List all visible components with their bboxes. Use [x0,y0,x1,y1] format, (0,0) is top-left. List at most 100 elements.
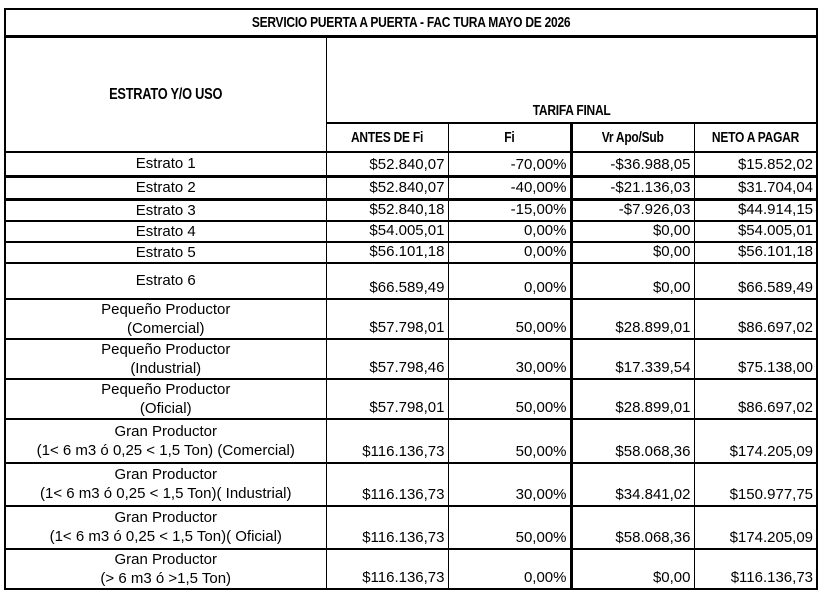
column-header-vr-apo-sub: Vr Apo/Sub [569,122,695,153]
row-label: Estrato 4 [4,219,327,243]
fi-value: 50,00% [447,504,572,550]
fi-value: -40,00% [447,175,572,201]
table-row: Gran Productor (1< 6 m3 ó 0,25 < 1,5 Ton)… [4,504,818,550]
row-label-line2: (1< 6 m3 ó 0,25 < 1,5 Ton) (Comercial) [36,441,295,459]
page-title-text: SERVICIO PUERTA A PUERTA - FAC TURA MAYO… [251,14,571,31]
neto-a-pagar-value: $31.704,04 [693,175,818,201]
page-title: SERVICIO PUERTA A PUERTA - FAC TURA MAYO… [4,8,818,38]
table-row: Estrato 5 $56.101,18 0,00% $0,00 $56.101… [4,240,818,264]
neto-a-pagar-value: $56.101,18 [693,240,818,264]
table-row: Estrato 6 $66.589,49 0,00% $0,00 $66.589… [4,261,818,300]
fi-value: 0,00% [447,547,572,590]
row-label-line1: Estrato 2 [135,179,196,196]
row-label-line1: Estrato 3 [135,201,196,219]
row-label-line1: Gran Productor [114,509,218,526]
vr-apo-sub-value: $0,00 [569,240,695,264]
fi-value: -15,00% [447,198,572,222]
vr-apo-sub-value: $0,00 [569,219,695,243]
subheader-row: ANTES DE Fi Fi Vr Apo/Sub NETO A PAGAR [5,122,818,153]
neto-a-pagar-value: $86.697,02 [693,377,818,420]
title-row: SERVICIO PUERTA A PUERTA - FAC TURA MAYO… [4,8,818,38]
column-header-fi-text: Fi [503,129,515,146]
row-label-line2: (Oficial) [139,399,192,417]
antes-de-fi-value: $116.136,73 [325,547,449,590]
row-label: Gran Productor (1< 6 m3 ó 0,25 < 1,5 Ton)… [4,504,327,550]
vr-apo-sub-value: $34.841,02 [569,461,695,507]
neto-a-pagar-value: $75.138,00 [693,337,818,380]
column-group-header-tarifa-final-text: TARIFA FINAL [532,102,611,119]
antes-de-fi-value: $116.136,73 [325,504,449,550]
table-row: Estrato 1 $52.840,07 -70,00% -$36.988,05… [4,151,818,178]
table-row: Gran Productor (1< 6 m3 ó 0,25 < 1,5 Ton)… [4,417,818,464]
row-label-line1: Pequeño Productor [101,340,231,358]
header-main-row: ESTRATO Y/O USO TARIFA FINAL [4,35,818,153]
neto-a-pagar-value: $15.852,02 [693,151,818,178]
antes-de-fi-value: $56.101,18 [325,240,449,264]
vr-apo-sub-value: $58.068,36 [569,504,695,550]
antes-de-fi-value: $57.798,01 [325,297,449,340]
row-label: Gran Productor (1< 6 m3 ó 0,25 < 1,5 Ton)… [4,461,327,507]
column-header-vr-apo-sub-text: Vr Apo/Sub [602,129,664,146]
row-label-line2: (Comercial) [126,319,205,337]
row-label-line1: Estrato 6 [135,272,196,289]
antes-de-fi-value: $57.798,46 [325,337,449,380]
column-header-neto-a-pagar: NETO A PAGAR [693,122,818,153]
row-label-line1: Estrato 4 [135,222,196,240]
row-label-line2: (Industrial) [130,359,202,377]
row-label-line1: Pequeño Productor [101,300,231,318]
antes-de-fi-value: $52.840,07 [325,151,449,178]
table-row: Estrato 2 $52.840,07 -40,00% -$21.136,03… [4,175,818,201]
table-row: Gran Productor (> 6 m3 ó >1,5 Ton) $116.1… [4,547,818,590]
antes-de-fi-value: $52.840,07 [325,175,449,201]
antes-de-fi-value: $57.798,01 [325,377,449,420]
neto-a-pagar-value: $54.005,01 [693,219,818,243]
neto-a-pagar-value: $44.914,15 [693,198,818,222]
column-group-header-tarifa-final: TARIFA FINAL [325,35,818,124]
vr-apo-sub-value: $28.899,01 [569,297,695,340]
fi-value: 0,00% [447,219,572,243]
neto-a-pagar-value: $174.205,09 [693,504,818,550]
fi-value: 0,00% [447,261,572,300]
row-label: Pequeño Productor (Comercial) [4,297,327,340]
table-row: Pequeño Productor (Oficial) $57.798,01 50… [4,377,818,420]
antes-de-fi-value: $116.136,73 [325,417,449,464]
vr-apo-sub-value: -$7.926,03 [569,198,695,222]
column-header-neto-a-pagar-text: NETO A PAGAR [711,129,799,146]
table-row: Gran Productor (1< 6 m3 ó 0,25 < 1,5 Ton)… [4,461,818,507]
fi-value: 50,00% [447,417,572,464]
neto-a-pagar-value: $86.697,02 [693,297,818,340]
row-label: Gran Productor (> 6 m3 ó >1,5 Ton) [4,547,327,590]
fi-value: 30,00% [447,337,572,380]
row-label-line1: Pequeño Productor [101,380,231,398]
column-header-estrato-y-o-uso: ESTRATO Y/O USO [4,35,327,153]
table-row: Pequeño Productor (Industrial) $57.798,46… [4,337,818,380]
row-label-line1: Gran Productor [114,550,218,568]
tariff-table: SERVICIO PUERTA A PUERTA - FAC TURA MAYO… [4,8,819,590]
fi-value: 50,00% [447,377,572,420]
fi-value: -70,00% [447,151,572,178]
fi-value: 30,00% [447,461,572,507]
row-label: Pequeño Productor (Industrial) [4,337,327,380]
table-row: Pequeño Productor (Comercial) $57.798,01 … [4,297,818,340]
neto-a-pagar-value: $66.589,49 [693,261,818,300]
column-header-antes-de-fi: ANTES DE Fi [325,122,449,153]
row-label: Estrato 1 [4,151,327,178]
row-label-line2: (1< 6 m3 ó 0,25 < 1,5 Ton)( Industrial) [39,485,292,502]
vr-apo-sub-value: -$21.136,03 [569,175,695,201]
row-label-line1: Gran Productor [114,422,218,440]
table-row: Estrato 4 $54.005,01 0,00% $0,00 $54.005… [4,219,818,243]
neto-a-pagar-value: $150.977,75 [693,461,818,507]
column-header-estrato-text: ESTRATO Y/O USO [109,85,223,103]
column-header-fi: Fi [447,122,572,153]
table-row: Estrato 3 $52.840,18 -15,00% -$7.926,03 … [4,198,818,222]
row-label: Estrato 6 [4,261,327,300]
column-header-antes-de-fi-text: ANTES DE Fi [350,129,424,146]
vr-apo-sub-value: $17.339,54 [569,337,695,380]
row-label: Estrato 2 [4,175,327,201]
antes-de-fi-value: $116.136,73 [325,461,449,507]
row-label-line2: (> 6 m3 ó >1,5 Ton) [100,569,232,587]
vr-apo-sub-value: $58.068,36 [569,417,695,464]
vr-apo-sub-value: $0,00 [569,261,695,300]
row-label: Pequeño Productor (Oficial) [4,377,327,420]
row-label: Gran Productor (1< 6 m3 ó 0,25 < 1,5 Ton)… [4,417,327,464]
